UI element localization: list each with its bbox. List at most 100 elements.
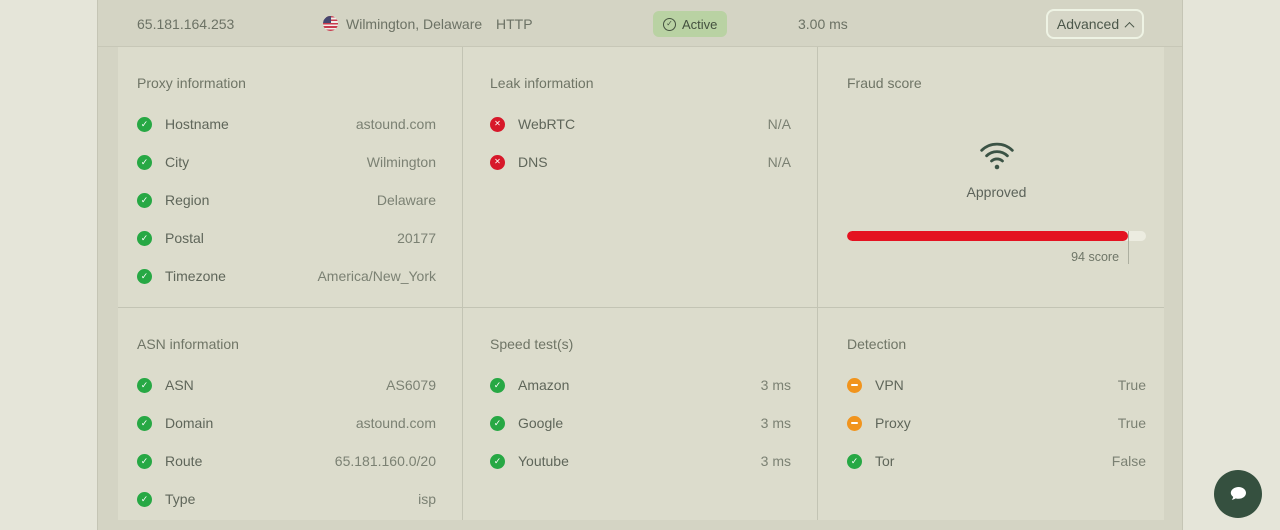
wifi-icon xyxy=(979,142,1014,170)
row-value: 3 ms xyxy=(760,415,791,431)
row-value: N/A xyxy=(767,154,791,170)
check-circle-icon: ✓ xyxy=(137,377,152,393)
check-circle-icon: ✓ xyxy=(137,192,152,208)
section-title: Proxy information xyxy=(137,75,246,91)
proxy-result-table: 65.181.164.253 Wilmington, Delaware HTTP… xyxy=(97,0,1183,530)
row-label: WebRTC xyxy=(518,116,576,132)
advanced-button-label: Advanced xyxy=(1056,16,1120,32)
score-marker xyxy=(1128,231,1130,264)
proxy-rows: ✓ Hostname astound.com ✓ City Wilmington… xyxy=(137,105,436,295)
row-label: Postal xyxy=(165,230,204,246)
check-circle-icon: ✓ xyxy=(490,453,505,469)
info-row: ✓ Postal 20177 xyxy=(137,219,436,257)
ip-address: 65.181.164.253 xyxy=(137,15,235,32)
x-circle-icon: ✕ xyxy=(490,116,505,132)
row-value: astound.com xyxy=(355,116,436,132)
row-value: 65.181.160.0/20 xyxy=(334,453,436,469)
info-row: ✓ Google 3 ms xyxy=(490,404,791,442)
section-title: Fraud score xyxy=(847,75,922,91)
info-row: ✓ City Wilmington xyxy=(137,143,436,181)
row-label: Domain xyxy=(165,415,214,431)
info-row: ✓ Type isp xyxy=(137,480,436,518)
minus-circle-icon xyxy=(847,415,862,431)
check-circle-icon: ✓ xyxy=(137,491,152,507)
leak-information-section: Leak information ✕ WebRTC N/A ✕ DNS N/A xyxy=(463,47,818,308)
advanced-panel: Proxy information ✓ Hostname astound.com… xyxy=(118,47,1164,520)
row-label: Type xyxy=(165,491,196,507)
check-circle-icon: ✓ xyxy=(137,453,152,469)
protocol-label: HTTP xyxy=(496,15,533,32)
check-circle-icon: ✓ xyxy=(137,415,152,431)
leak-rows: ✕ WebRTC N/A ✕ DNS N/A xyxy=(490,105,791,181)
section-title: Speed test(s) xyxy=(490,336,574,352)
info-row: ✕ DNS N/A xyxy=(490,143,791,181)
info-row: ✓ Route 65.181.160.0/20 xyxy=(137,442,436,480)
info-row: ✓ Region Delaware xyxy=(137,181,436,219)
row-value: N/A xyxy=(767,116,791,132)
row-value: astound.com xyxy=(355,415,436,431)
row-value: America/New_York xyxy=(317,268,436,284)
speed-tests-section: Speed test(s) ✓ Amazon 3 ms ✓ Google 3 m… xyxy=(463,308,818,520)
score-bar-track xyxy=(847,231,1146,241)
info-row: ✓ Youtube 3 ms xyxy=(490,442,791,480)
row-value: True xyxy=(1117,377,1146,393)
detection-rows: VPN True Proxy True ✓ Tor False xyxy=(847,366,1146,480)
check-circle-icon: ✓ xyxy=(490,415,505,431)
check-circle-icon: ✓ xyxy=(847,453,862,469)
chat-widget-button[interactable] xyxy=(1214,470,1262,518)
check-circle-icon: ✓ xyxy=(137,154,152,170)
speed-rows: ✓ Amazon 3 ms ✓ Google 3 ms ✓ Youtube 3 … xyxy=(490,366,791,480)
row-label: Amazon xyxy=(518,377,570,393)
row-label: Timezone xyxy=(165,268,226,284)
detection-section: Detection VPN True Proxy True ✓ Tor Fals… xyxy=(818,308,1164,520)
minus-circle-icon xyxy=(847,377,862,393)
info-row: ✓ Hostname astound.com xyxy=(137,105,436,143)
fraud-score-bar: 94 score xyxy=(847,231,1146,266)
check-circle-outline-icon: ✓ xyxy=(663,17,676,31)
row-label: Route xyxy=(165,453,203,469)
x-circle-icon: ✕ xyxy=(490,154,505,170)
row-value: AS6079 xyxy=(386,377,436,393)
check-circle-icon: ✓ xyxy=(137,268,152,284)
status-badge-label: Active xyxy=(682,16,718,32)
row-value: True xyxy=(1117,415,1146,431)
info-row: ✕ WebRTC N/A xyxy=(490,105,791,143)
row-label: DNS xyxy=(518,154,548,170)
row-label: VPN xyxy=(875,377,904,393)
check-circle-icon: ✓ xyxy=(137,116,152,132)
latency-value: 3.00 ms xyxy=(798,15,848,32)
info-row: ✓ ASN AS6079 xyxy=(137,366,436,404)
row-value: 3 ms xyxy=(760,377,791,393)
status-badge: ✓ Active xyxy=(653,11,728,37)
row-value: 20177 xyxy=(397,230,436,246)
info-row: Proxy True xyxy=(847,404,1146,442)
row-value: Delaware xyxy=(376,192,436,208)
fraud-score-section: Fraud score Approved xyxy=(818,47,1164,308)
row-label: Region xyxy=(165,192,210,208)
row-label: Tor xyxy=(875,453,895,469)
info-row: ✓ Amazon 3 ms xyxy=(490,366,791,404)
row-label: City xyxy=(165,154,190,170)
location-cell: Wilmington, Delaware xyxy=(323,0,482,47)
score-bar-fill xyxy=(847,231,1129,241)
row-value: Wilmington xyxy=(366,154,436,170)
check-circle-icon: ✓ xyxy=(490,377,505,393)
asn-rows: ✓ ASN AS6079 ✓ Domain astound.com ✓ Rout… xyxy=(137,366,436,518)
section-title: Leak information xyxy=(490,75,594,91)
row-value: isp xyxy=(418,491,436,507)
location-label: Wilmington, Delaware xyxy=(346,15,483,32)
proxy-row-header[interactable]: 65.181.164.253 Wilmington, Delaware HTTP… xyxy=(98,0,1182,47)
section-title: ASN information xyxy=(137,336,239,352)
info-row: VPN True xyxy=(847,366,1146,404)
us-flag-icon xyxy=(323,16,338,31)
advanced-toggle-button[interactable]: Advanced xyxy=(1046,9,1144,39)
row-label: Youtube xyxy=(518,453,569,469)
info-row: ✓ Timezone America/New_York xyxy=(137,257,436,295)
row-label: Hostname xyxy=(165,116,229,132)
score-label: 94 score xyxy=(1071,250,1120,264)
row-label: Proxy xyxy=(875,415,911,431)
chevron-up-icon xyxy=(1124,21,1135,32)
info-row: ✓ Tor False xyxy=(847,442,1146,480)
row-value: False xyxy=(1111,453,1146,469)
